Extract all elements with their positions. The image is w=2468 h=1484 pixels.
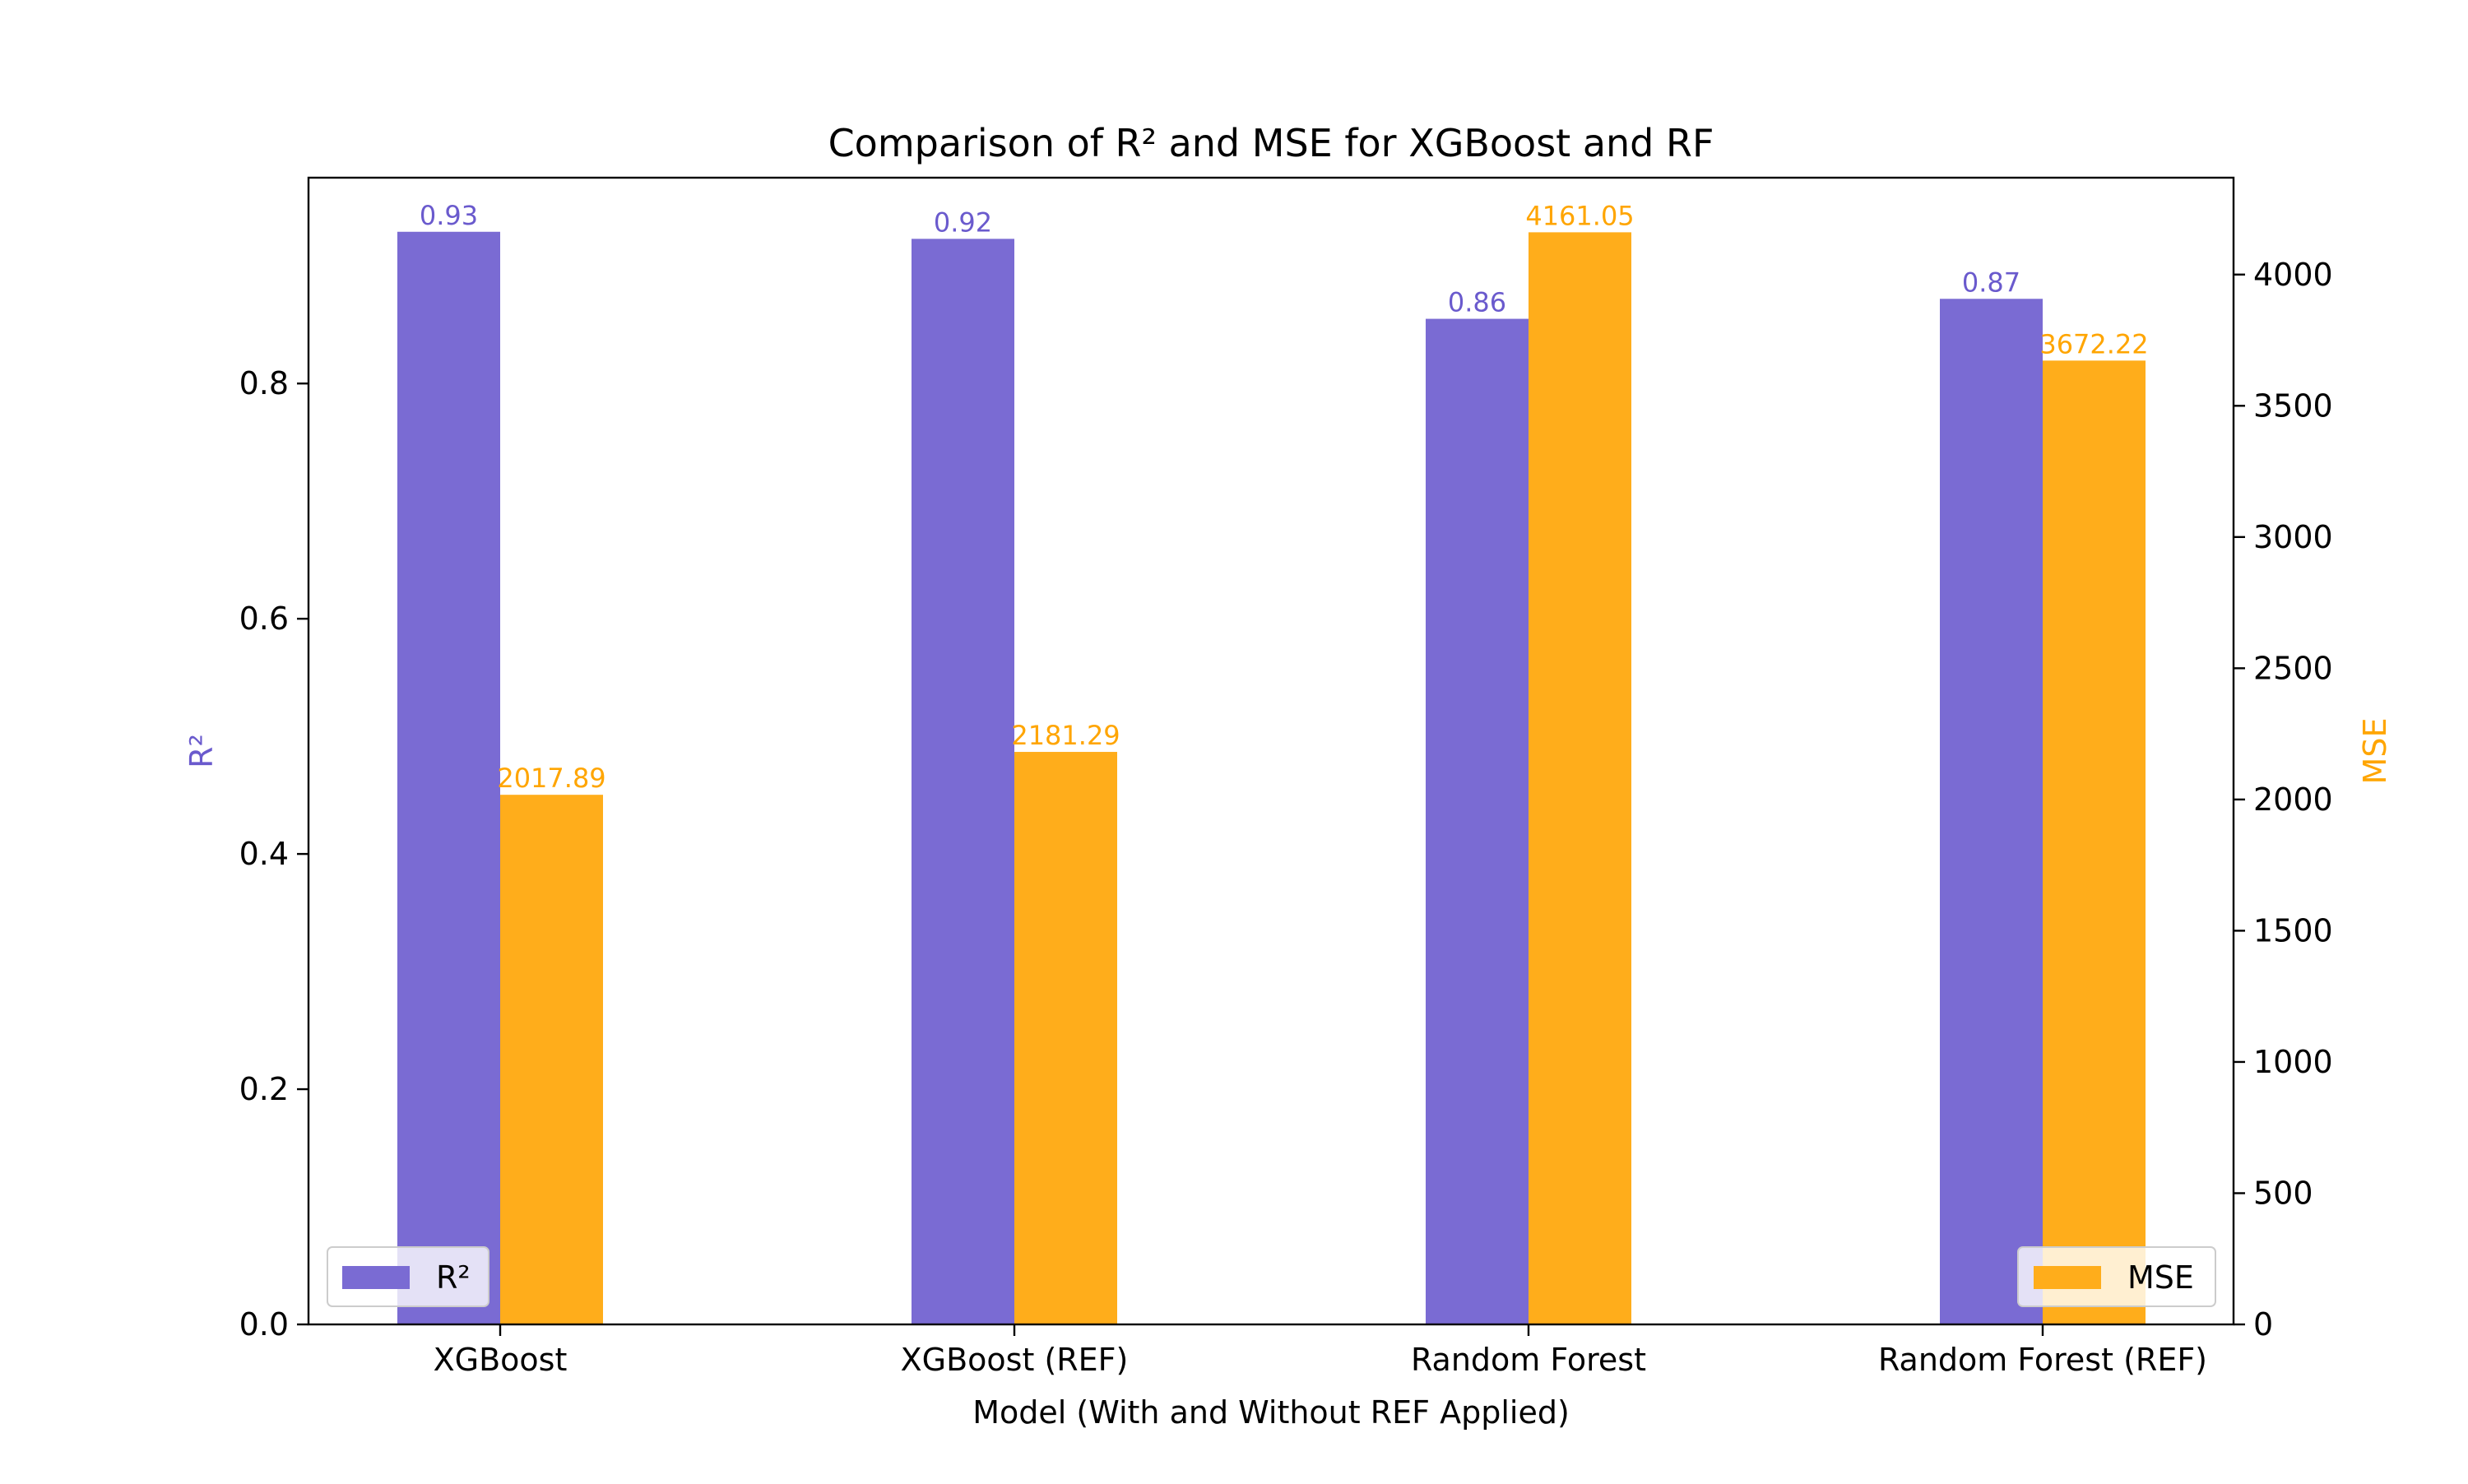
left-tick-label: 0.0 xyxy=(239,1306,289,1343)
data-label-r2-random-forest-ref: 0.87 xyxy=(1962,267,2020,298)
data-label-mse-random-forest: 4161.05 xyxy=(1525,200,1634,231)
data-label-mse-xgboost-ref: 2181.29 xyxy=(1011,720,1120,751)
left-tick-label: 0.4 xyxy=(239,836,289,872)
right-tick-label: 3000 xyxy=(2253,519,2333,555)
x-tick-label-xgboost-ref: XGBoost (REF) xyxy=(901,1342,1129,1378)
right-tick-label: 1500 xyxy=(2253,912,2333,948)
legend-r2-label: R² xyxy=(436,1259,471,1296)
data-label-r2-random-forest: 0.86 xyxy=(1448,287,1506,318)
bar-r2-xgboost-ref xyxy=(912,239,1014,1324)
x-tick-label-random-forest: Random Forest xyxy=(1411,1342,1646,1378)
legend-mse: MSE xyxy=(2017,1246,2216,1307)
right-axis-label: MSE xyxy=(2357,718,2393,785)
right-tick-label: 0 xyxy=(2253,1306,2273,1343)
right-tick-label: 1000 xyxy=(2253,1044,2333,1080)
bars-layer xyxy=(397,231,2146,1325)
chart-title: Comparison of R² and MSE for XGBoost and… xyxy=(828,121,1714,165)
left-tick-label: 0.2 xyxy=(239,1071,289,1107)
right-tick-label: 2500 xyxy=(2253,650,2333,686)
legend-r2: R² xyxy=(327,1246,489,1307)
data-label-r2-xgboost-ref: 0.92 xyxy=(934,206,992,238)
right-tick-label: 4000 xyxy=(2253,257,2333,293)
bar-mse-xgboost xyxy=(500,795,603,1324)
x-axis: XGBoost XGBoost (REF) Random Forest Random … xyxy=(434,1324,2207,1378)
left-axis-label: R² xyxy=(183,734,220,768)
legend-mse-label: MSE xyxy=(2127,1259,2194,1296)
right-tick-label: 500 xyxy=(2253,1175,2313,1211)
data-label-mse-xgboost: 2017.89 xyxy=(497,763,605,794)
legend-r2-swatch xyxy=(342,1266,410,1289)
bar-r2-xgboost xyxy=(397,231,500,1325)
bar-r2-random-forest xyxy=(1426,318,1529,1325)
data-label-r2-xgboost: 0.93 xyxy=(420,200,478,231)
x-tick-label-xgboost: XGBoost xyxy=(434,1342,568,1378)
legend-mse-frame xyxy=(2017,1246,2216,1307)
bar-mse-random-forest-ref xyxy=(2043,360,2146,1325)
x-tick-label-random-forest-ref: Random Forest (REF) xyxy=(1878,1342,2207,1378)
left-axis: 0.0 0.2 0.4 0.6 0.8 xyxy=(239,365,308,1343)
legend-mse-swatch xyxy=(2034,1266,2101,1289)
plot-frame xyxy=(307,176,2235,1326)
bar-mse-xgboost-ref xyxy=(1014,752,1117,1324)
left-tick-label: 0.6 xyxy=(239,601,289,637)
right-axis: 0 500 1000 1500 2000 2500 3000 3500 4000 xyxy=(2234,257,2333,1343)
bar-mse-random-forest xyxy=(1529,232,1631,1325)
right-tick-label: 3500 xyxy=(2253,387,2333,424)
x-axis-label: Model (With and Without REF Applied) xyxy=(972,1394,1570,1431)
right-tick-label: 2000 xyxy=(2253,781,2333,818)
bar-r2-random-forest-ref xyxy=(1940,299,2043,1325)
left-tick-label: 0.8 xyxy=(239,365,289,401)
data-label-mse-random-forest-ref: 3672.22 xyxy=(2039,328,2148,359)
data-labels-layer: 0.93 0.92 0.86 0.87 2017.89 2181.29 4161.05 367… xyxy=(420,200,2149,794)
